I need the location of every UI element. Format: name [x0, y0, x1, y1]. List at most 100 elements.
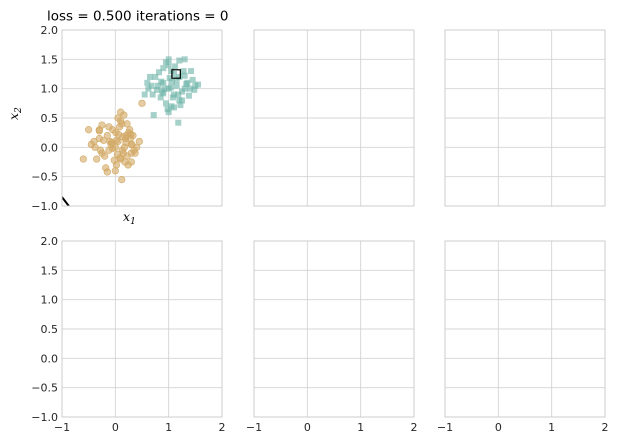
axes-frame — [444, 29, 606, 207]
subplot-top-left: −1.0 −0.5 0.0 0.5 1.0 1.5 2.0 x1 x2 — [6, 24, 223, 227]
scatter-point-class1 — [148, 82, 155, 89]
scatter-point-class1 — [161, 85, 168, 92]
scatter-point-class1 — [169, 94, 176, 101]
scatter-point-class0 — [135, 137, 143, 146]
axes-frame — [253, 29, 415, 207]
x-tick-label: 2 — [602, 421, 609, 434]
scatter-point-class1 — [189, 76, 196, 83]
scatter-point-class0 — [128, 140, 136, 148]
scatter-point-class0 — [131, 149, 139, 157]
scatter-point-class1 — [171, 104, 177, 111]
scatter-point-class0 — [120, 111, 128, 119]
data-layer — [62, 56, 201, 206]
scatter-point-class1 — [179, 97, 185, 104]
scatter-point-class1 — [141, 91, 148, 98]
scatter-point-class0 — [99, 136, 108, 144]
y-tick-label: 1.0 — [41, 294, 59, 307]
scatter-point-class1 — [181, 72, 188, 79]
scatter-point-class0 — [112, 136, 120, 144]
scatter-point-class1 — [152, 73, 159, 80]
scatter-point-class1 — [157, 94, 164, 101]
scatter-point-class1 — [167, 84, 174, 91]
scatter-point-class0 — [103, 132, 111, 140]
scatter-point-class1 — [185, 92, 192, 99]
y-tick-label: 1.5 — [41, 264, 59, 277]
scatter-point-class0 — [121, 134, 130, 143]
scatter-point-class1 — [160, 90, 167, 97]
y-tick-label: 0.0 — [41, 141, 59, 154]
x-tick-label: 0 — [495, 421, 502, 434]
scatter-point-class1 — [156, 69, 163, 76]
scatter-point-class0 — [123, 120, 131, 128]
axes-frame — [253, 240, 415, 418]
scatter-point-class0 — [127, 158, 135, 166]
scatter-point-class0 — [112, 129, 120, 137]
highlighted-point — [171, 69, 181, 79]
y-tick-label: 2.0 — [41, 24, 59, 37]
chart-title: loss = 0.500 iterations = 0 — [47, 9, 228, 25]
scatter-point-class1 — [176, 57, 183, 64]
scatter-point-class0 — [105, 123, 113, 131]
axes-frame — [61, 240, 223, 418]
scatter-point-class0 — [118, 146, 126, 154]
scatter-point-class0 — [79, 155, 87, 163]
scatter-point-class1 — [187, 85, 193, 92]
scatter-point-class1 — [149, 91, 156, 98]
y-tick-label: −0.5 — [31, 171, 58, 184]
subplot-bottom-right: −1 0 1 2 — [437, 240, 609, 434]
scatter-point-class1 — [188, 68, 195, 75]
scatter-point-class0 — [109, 144, 117, 153]
scatter-point-class1 — [181, 56, 188, 63]
x-tick-label: −1 — [54, 421, 70, 434]
x-tick-label: −1 — [246, 421, 262, 434]
scatter-point-class1 — [147, 73, 153, 80]
scatter-point-class1 — [168, 78, 175, 85]
subplot-grid: −1.0 −0.5 0.0 0.5 1.0 1.5 2.0 x1 x2 −1 0 1 2 −1.0 −0.5… — [6, 24, 609, 434]
scatter-point-class0 — [91, 143, 99, 151]
x-tick-label: 1 — [165, 421, 172, 434]
scatter-point-class1 — [175, 91, 182, 98]
y-tick-label: −1.0 — [31, 411, 58, 424]
x-tick-label: 0 — [112, 421, 119, 434]
y-tick-label: 0.0 — [41, 352, 59, 365]
scatter-point-class1 — [150, 112, 157, 119]
subplot-bottom-middle: −1 0 1 2 — [246, 240, 418, 434]
scatter-point-class1 — [191, 86, 198, 93]
scatter-point-class1 — [158, 78, 165, 85]
scatter-point-class1 — [163, 100, 169, 107]
scatter-point-class0 — [98, 121, 106, 129]
x-tick-label: 2 — [411, 421, 418, 434]
x-tick-label: 1 — [548, 421, 555, 434]
decision-boundary-line — [62, 195, 71, 206]
scatter-point-class0 — [85, 126, 93, 134]
subplot-top-right — [444, 29, 606, 207]
x-axis-label: x1 — [123, 209, 136, 227]
subplot-top-middle — [253, 29, 415, 207]
scatter-point-class1 — [164, 106, 171, 113]
subplot-bottom-left: −1 0 1 2 −1.0 −0.5 0.0 0.5 1.0 1.5 2.0 — [31, 235, 225, 434]
scatter-point-class1 — [195, 81, 201, 88]
scatter-point-class1 — [166, 75, 173, 82]
y-tick-label: 2.0 — [41, 235, 59, 248]
scatter-point-class1 — [180, 68, 187, 75]
scatter-point-class1 — [179, 88, 185, 95]
scatter-point-class1 — [144, 79, 151, 86]
scatter-point-class1 — [177, 102, 184, 109]
y-tick-label: 0.5 — [41, 112, 59, 125]
y-tick-label: 0.5 — [41, 323, 59, 336]
y-tick-label: −0.5 — [31, 382, 58, 395]
y-axis-label: x2 — [6, 107, 24, 120]
axes-frame — [61, 29, 223, 207]
scatter-point-class1 — [153, 86, 160, 93]
scatter-point-class1 — [173, 76, 180, 83]
scatter-point-class1 — [173, 82, 180, 89]
scatter-point-class1 — [165, 56, 172, 63]
y-tick-label: 1.5 — [41, 53, 59, 66]
axes-frame — [444, 240, 606, 418]
x-tick-label: 1 — [357, 421, 364, 434]
scatter-point-class0 — [127, 130, 135, 139]
scatter-point-class1 — [175, 119, 182, 126]
x-tick-label: 2 — [219, 421, 226, 434]
scatter-point-class1 — [171, 71, 177, 77]
